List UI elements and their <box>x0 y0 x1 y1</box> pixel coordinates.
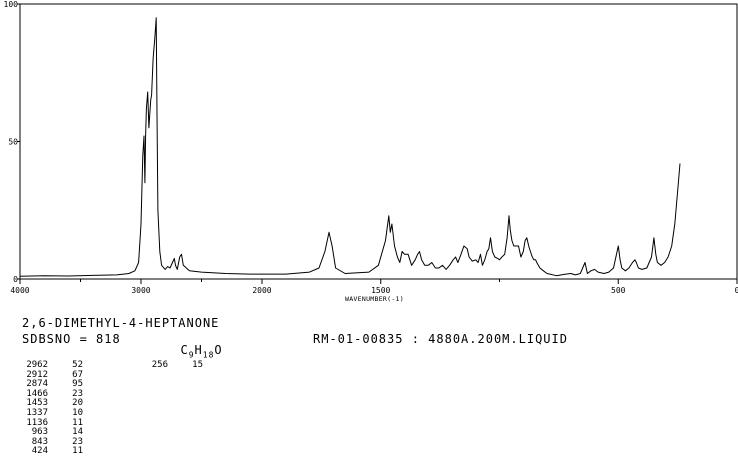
peak-intensity: 11 <box>72 446 83 457</box>
peak-intensity: 14 <box>72 427 83 438</box>
y-tick-label: 50 <box>8 138 18 147</box>
peak-row: 963 14 <box>20 428 83 438</box>
chart-axes <box>19 3 738 280</box>
x-tick-label: 3000 <box>131 286 150 295</box>
formula-c-count: 9 <box>188 350 195 360</box>
peak-intensity: 95 <box>72 379 83 390</box>
x-tick-label: 4000 <box>10 286 29 295</box>
y-tick-label: 0 <box>13 275 18 284</box>
peak-wavenumber: 1453 <box>26 398 48 409</box>
x-tick-label: 1500 <box>371 286 390 295</box>
peak-wavenumber: 1337 <box>26 407 48 418</box>
peak-row: 843 23 <box>20 436 83 448</box>
peak-intensity: 20 <box>72 398 83 409</box>
spectrum-line <box>19 17 681 277</box>
peak-wavenumber: 1466 <box>26 388 48 399</box>
molecular-formula: C9H18O <box>164 334 223 360</box>
peak-row: 2962 52 <box>20 360 83 371</box>
sample-info: RM-01-00835 : 4880A.200M.LIQUID <box>313 332 568 346</box>
peak-row: 2912 67 <box>20 369 83 381</box>
peak-wavenumber: 843 <box>31 436 48 447</box>
x-tick-label: 500 <box>611 286 626 295</box>
peak-row: 424 11 <box>20 447 83 457</box>
peak-table-extra: 256 15 <box>146 360 203 371</box>
compound-name: 2,6-DIMETHYL-4-HEPTANONE <box>22 316 220 330</box>
peak-row: 1466 23 <box>20 388 83 400</box>
peak-intensity: 23 <box>72 436 83 447</box>
peak-row: 2874 95 <box>20 380 83 390</box>
sdbs-number: SDBSNO = 818 <box>22 332 121 346</box>
peak-wavenumber: 2962 <box>26 360 48 370</box>
peak-row: 1136 11 <box>20 417 83 429</box>
x-axis-label: WAVENUMBER(-1) <box>345 295 404 303</box>
peak-wavenumber: 1136 <box>26 417 48 428</box>
peak-wavenumber: 256 <box>151 360 168 370</box>
peak-row: 1453 20 <box>20 399 83 409</box>
peak-wavenumber: 2912 <box>26 369 48 380</box>
peak-row: 1337 10 <box>20 407 83 419</box>
peak-intensity: 15 <box>192 360 203 370</box>
peak-wavenumber: 2874 <box>26 379 48 390</box>
peak-intensity: 52 <box>72 360 83 370</box>
peak-wavenumber: 963 <box>31 427 48 438</box>
formula-h: H <box>194 343 203 357</box>
formula-c: C <box>180 343 189 357</box>
formula-o: O <box>214 343 223 357</box>
formula-h-count: 18 <box>202 350 215 360</box>
y-tick-label: 100 <box>4 0 19 9</box>
x-tick-label: 2000 <box>252 286 271 295</box>
peak-table: 2962 52 2912 67 2874 95 1466 23 1453 20 1337 10 1136… <box>20 360 83 457</box>
x-tick-label: 0 <box>735 286 738 295</box>
peak-intensity: 11 <box>72 417 83 428</box>
peak-intensity: 23 <box>72 388 83 399</box>
peak-intensity: 10 <box>72 407 83 418</box>
plot-frame <box>19 3 738 280</box>
peak-intensity: 67 <box>72 369 83 380</box>
peak-wavenumber: 424 <box>31 446 48 457</box>
